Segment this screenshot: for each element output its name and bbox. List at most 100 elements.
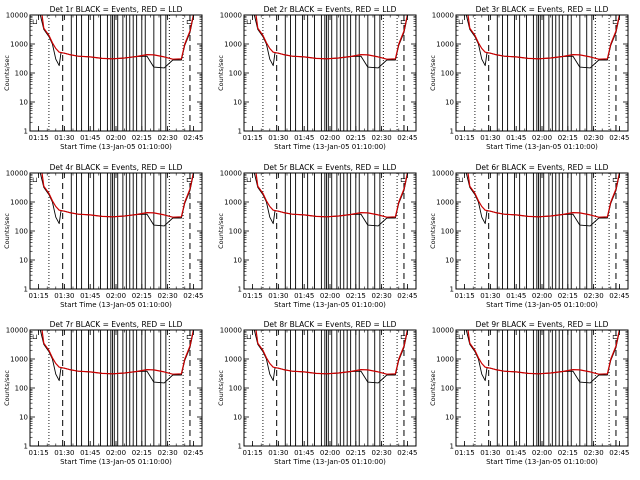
plot-area — [39, 330, 194, 446]
events-series-line — [39, 330, 194, 384]
plot-frame — [455, 14, 629, 132]
y-tick-label: 10 — [19, 99, 28, 107]
x-tick-label: 02:30 — [372, 134, 392, 142]
x-tick-label: 02:45 — [609, 292, 629, 300]
y-tick-label: 10 — [233, 257, 242, 265]
events-series-line — [253, 15, 408, 69]
x-tick-label: 01:15 — [243, 292, 263, 300]
panel-2: ⊔ ⊏ 1 10 100 1000 10000 01:15 01:30 01:45 02:00 02:… — [217, 5, 417, 151]
x-tick-label: 02:45 — [397, 449, 417, 457]
x-axis-label: Start Time (13-Jan-05 01:10:00) — [274, 301, 386, 309]
attenuator-marker: ⊔ — [32, 333, 37, 341]
x-tick-label: 01:15 — [243, 449, 263, 457]
x-axis-label: Start Time (13-Jan-05 01:10:00) — [60, 143, 172, 151]
plot-frame — [243, 329, 417, 447]
x-tick-label: 01:45 — [506, 134, 526, 142]
x-tick-label: 01:15 — [243, 134, 263, 142]
events-series-line — [465, 173, 620, 227]
x-tick-label: 01:30 — [268, 134, 288, 142]
panel-9: ⊔ ⊏ 1 10 100 1000 10000 01:15 01:30 01:45 02:00 02:… — [429, 320, 629, 466]
attenuator-marker: ⊏ — [186, 18, 192, 26]
plot-area — [253, 15, 408, 131]
attenuator-marker: ⊏ — [186, 176, 192, 184]
x-tick-label: 01:30 — [54, 449, 74, 457]
x-tick-label: 01:15 — [29, 134, 49, 142]
y-tick-label: 100 — [229, 70, 242, 78]
y-tick-label: 10000 — [432, 170, 454, 178]
plot-area — [39, 15, 194, 131]
y-tick-label: 1000 — [10, 199, 28, 207]
x-tick-label: 01:15 — [29, 292, 49, 300]
x-tick-label: 02:00 — [320, 449, 340, 457]
plot-area — [253, 173, 408, 289]
panel-title: Det 3r BLACK = Events, RED = LLD — [476, 5, 609, 14]
x-tick-label: 01:15 — [455, 292, 475, 300]
panel-title: Det 8r BLACK = Events, RED = LLD — [264, 320, 397, 329]
x-tick-label: 01:45 — [506, 449, 526, 457]
y-tick-label: 10000 — [220, 327, 242, 335]
x-tick-label: 02:00 — [106, 292, 126, 300]
y-axis-label: Counts/sec — [429, 55, 437, 91]
lld-series-line — [467, 330, 620, 375]
x-tick-label: 02:15 — [346, 292, 366, 300]
x-tick-label: 01:15 — [29, 449, 49, 457]
x-tick-label: 02:15 — [558, 449, 578, 457]
events-series-line — [465, 15, 620, 69]
plot-frame — [455, 329, 629, 447]
x-tick-label: 02:00 — [320, 292, 340, 300]
x-tick-label: 02:30 — [158, 292, 178, 300]
y-tick-label: 1000 — [436, 199, 454, 207]
attenuator-marker: ⊔ — [32, 18, 37, 26]
y-tick-label: 10 — [445, 414, 454, 422]
x-axis-label: Start Time (13-Jan-05 01:10:00) — [486, 458, 598, 466]
plot-frame — [29, 172, 203, 290]
x-tick-label: 02:15 — [132, 292, 152, 300]
x-tick-label: 02:45 — [183, 292, 203, 300]
y-tick-label: 100 — [441, 385, 454, 393]
events-series-line — [39, 173, 194, 227]
events-series-line — [465, 330, 620, 384]
attenuator-marker: ⊏ — [400, 333, 406, 341]
y-tick-label: 10000 — [6, 12, 28, 20]
y-tick-label: 100 — [15, 70, 28, 78]
y-tick-label: 1 — [24, 286, 28, 294]
y-tick-label: 10000 — [220, 12, 242, 20]
x-tick-label: 02:45 — [397, 134, 417, 142]
x-axis-label: Start Time (13-Jan-05 01:10:00) — [486, 143, 598, 151]
attenuator-marker: ⊔ — [458, 176, 463, 184]
panel-3: ⊔ ⊏ 1 10 100 1000 10000 01:15 01:30 01:45 02:00 02:… — [429, 5, 629, 151]
lld-series-line — [467, 15, 620, 60]
plot-area — [465, 173, 620, 289]
attenuator-marker: ⊏ — [400, 176, 406, 184]
panel-title: Det 1r BLACK = Events, RED = LLD — [50, 5, 183, 14]
plot-area — [465, 330, 620, 446]
y-tick-label: 100 — [229, 228, 242, 236]
y-axis-label: Counts/sec — [429, 213, 437, 249]
lld-series-line — [255, 173, 408, 218]
x-tick-label: 02:30 — [584, 134, 604, 142]
attenuator-marker: ⊔ — [246, 18, 251, 26]
x-tick-label: 02:15 — [558, 134, 578, 142]
x-tick-label: 02:45 — [397, 292, 417, 300]
y-axis-label: Counts/sec — [429, 370, 437, 406]
panel-title: Det 2r BLACK = Events, RED = LLD — [264, 5, 397, 14]
events-series-line — [253, 330, 408, 384]
lld-series-line — [41, 330, 194, 375]
attenuator-marker: ⊔ — [32, 176, 37, 184]
x-tick-label: 02:30 — [372, 292, 392, 300]
y-axis-label: Counts/sec — [217, 55, 225, 91]
y-tick-label: 1000 — [436, 41, 454, 49]
x-tick-label: 02:30 — [584, 449, 604, 457]
x-axis-label: Start Time (13-Jan-05 01:10:00) — [274, 458, 386, 466]
panel-title: Det 9r BLACK = Events, RED = LLD — [476, 320, 609, 329]
x-tick-label: 01:30 — [54, 292, 74, 300]
y-tick-label: 1 — [450, 286, 454, 294]
y-tick-label: 100 — [15, 385, 28, 393]
y-tick-label: 10000 — [6, 327, 28, 335]
lld-series-line — [255, 330, 408, 375]
x-tick-label: 01:45 — [294, 134, 314, 142]
plot-frame — [455, 172, 629, 290]
lld-series-line — [255, 15, 408, 60]
x-tick-label: 01:30 — [480, 134, 500, 142]
